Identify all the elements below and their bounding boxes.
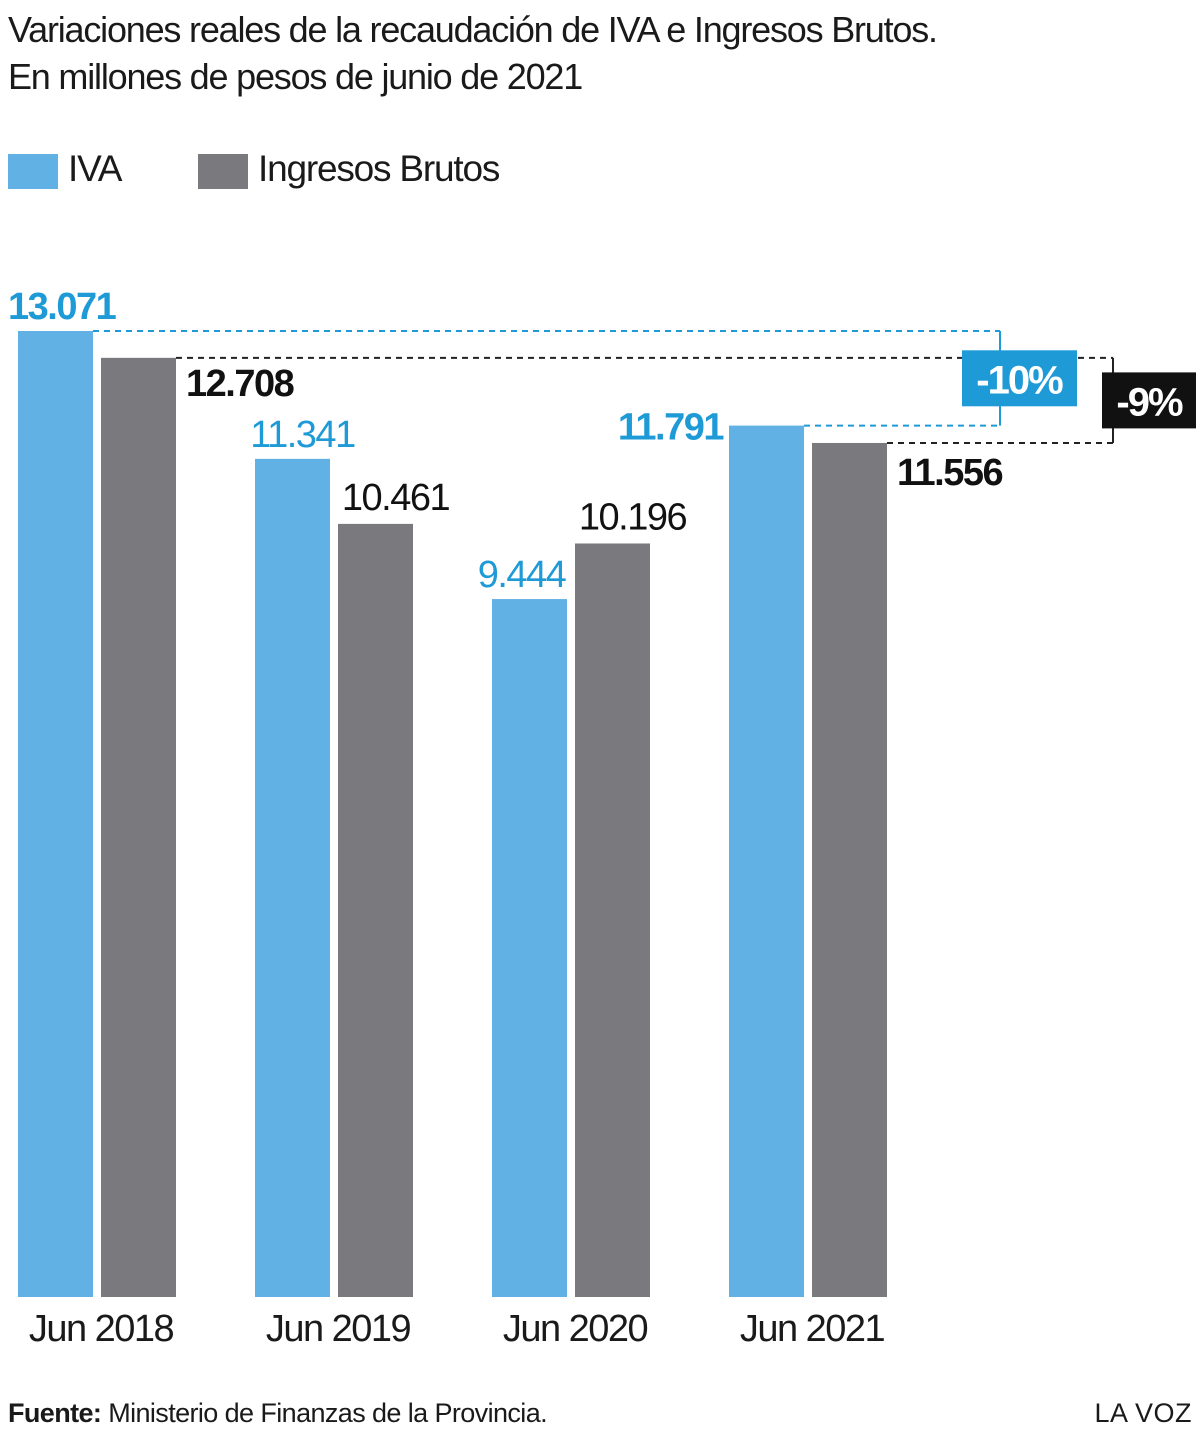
bar-ingresos-brutos <box>812 442 887 1297</box>
legend-swatch-iva <box>8 154 58 189</box>
data-label-ingresos-brutos: 10.196 <box>579 496 687 538</box>
bar-iva <box>729 425 804 1298</box>
ib-change-badge <box>1102 372 1196 429</box>
bar-iva <box>18 331 93 1297</box>
x-tick-label: Jun 2021 <box>740 1308 885 1350</box>
data-label-iva: 13.071 <box>8 286 117 328</box>
chart-title-line-1: Variaciones reales de la recaudación de … <box>8 9 938 50</box>
bar-iva <box>492 599 567 1297</box>
chart-title-line-2: En millones de pesos de junio de 2021 <box>8 56 583 97</box>
data-label-ingresos-brutos: 10.461 <box>342 477 450 519</box>
x-tick-label: Jun 2019 <box>266 1308 411 1350</box>
iva-change-label: -10% <box>976 358 1063 402</box>
x-tick-label: Jun 2018 <box>29 1308 174 1350</box>
bar-ingresos-brutos <box>101 357 176 1298</box>
legend-label-ingresos-brutos: Ingresos Brutos <box>258 148 500 189</box>
iva-change-badge <box>962 350 1077 407</box>
source-note: Fuente: Ministerio de Finanzas de la Pro… <box>8 1398 548 1429</box>
chart-title: Variaciones reales de la recaudación de … <box>8 6 1188 100</box>
data-label-iva: 11.341 <box>250 414 355 456</box>
bar-ingresos-brutos <box>575 543 650 1297</box>
data-label-iva: 9.444 <box>478 554 567 596</box>
x-tick-label: Jun 2020 <box>503 1308 648 1350</box>
legend-label-iva: IVA <box>68 148 123 189</box>
source-text: Ministerio de Finanzas de la Provincia. <box>101 1398 548 1428</box>
bar-ingresos-brutos <box>338 523 413 1297</box>
legend-swatch-ingresos-brutos <box>198 154 248 189</box>
bar-iva <box>255 458 330 1298</box>
source-label: Fuente: <box>8 1398 102 1428</box>
ib-change-label: -9% <box>1116 380 1183 424</box>
data-label-ingresos-brutos: 12.708 <box>186 363 294 405</box>
data-label-iva: 11.791 <box>618 407 724 449</box>
data-label-ingresos-brutos: 11.556 <box>897 452 1002 494</box>
brand-logo-text: LA VOZ <box>1094 1398 1192 1428</box>
